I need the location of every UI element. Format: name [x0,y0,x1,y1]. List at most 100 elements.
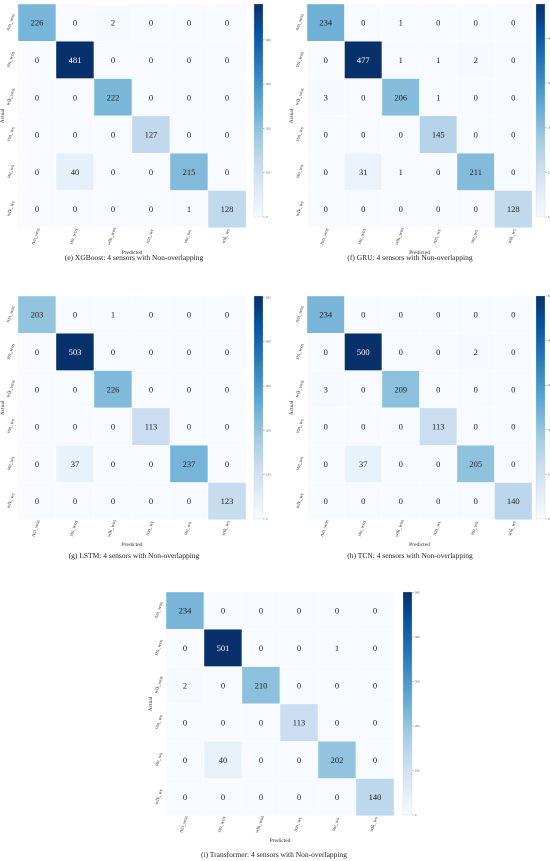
cell-value: 0 [511,384,515,394]
y-tick-label: run_wos [295,13,306,31]
cell-value: 128 [221,204,234,214]
cell-value: 0 [35,55,39,65]
heatmap-cell [381,482,420,520]
heatmap-cell [419,190,458,228]
heatmap-cell [344,78,383,117]
cell-value: 0 [225,18,229,28]
heatmap-cell [17,295,57,334]
cell-value: 0 [361,422,365,432]
cell-value: 0 [149,167,153,177]
cell-value: 0 [35,347,39,357]
cell-value: 0 [225,459,229,469]
cell-value: 0 [335,792,339,802]
heatmap-cell [131,152,171,191]
colorbar-tick-label: 200 [415,724,420,728]
cell-value: 0 [436,18,440,28]
heatmap-cell [279,703,319,742]
colorbar-tick-label: 100 [548,170,550,174]
cell-value: 0 [149,18,153,28]
heatmap-cell [279,591,319,630]
heatmap-cell [17,407,57,446]
cell-value: 0 [183,718,187,728]
cell-value: 0 [373,755,377,765]
cell-value: 215 [183,167,196,177]
colorbar [535,3,546,218]
x-tick-label: run_ws [433,521,443,537]
heatmap-cell [306,152,345,191]
cell-value: 0 [361,496,365,506]
confusion-matrix-3: 234 0 0 0 0 0 0 500 0 0 2 0 3 0 209 0 0 0 0 0 0 113 0 0 0 37 0 0 205… [289,294,550,560]
heatmap-cell [207,41,247,79]
y-tick-label: wlk_wos [154,676,165,695]
x-axis-label: Predicted [270,838,291,844]
heatmap-cell [17,333,57,371]
x-tick-label: run_wos [179,816,190,834]
colorbar [253,3,264,218]
cell-value: 0 [511,310,515,320]
y-tick-label: wlk_wos [6,380,17,399]
x-tick-label: stn_wos [358,520,368,537]
y-tick-label: stn_wos [295,51,305,68]
x-axis-label: Predicted [122,250,143,256]
cell-value: 3 [324,92,328,102]
cell-value: 1 [187,204,191,214]
heatmap-cell [93,445,133,483]
heatmap-cell [169,152,209,191]
heatmap-cell [131,115,171,154]
cell-value: 0 [511,422,515,432]
heatmap-cell [203,741,243,779]
cell-value: 0 [335,606,339,616]
cell-value: 0 [474,384,478,394]
heatmap-cell [17,445,57,483]
colorbar-tick-label: 100 [415,768,420,772]
cell-value: 128 [507,204,520,214]
y-tick-label: wlk_ws [296,201,306,217]
cell-value: 222 [107,92,120,102]
cell-value: 0 [35,384,39,394]
cell-value: 477 [357,55,370,65]
colorbar-tick-label: 500 [415,590,420,594]
cell-value: 140 [369,792,382,802]
colorbar-tick-label: 100 [266,473,271,477]
cell-value: 0 [324,422,328,432]
heatmap-cell [494,333,533,371]
cell-value: 0 [225,310,229,320]
cell-value: 0 [436,167,440,177]
cell-value: 0 [399,347,403,357]
cell-value: 234 [319,18,333,28]
heatmap-cell [93,78,133,117]
cell-value: 0 [73,496,77,506]
heatmap-cell [456,370,495,409]
heatmap-cell [241,778,281,816]
x-tick-label: stn_wos [358,228,368,245]
cell-value: 0 [187,496,191,506]
heatmap-cell [55,333,95,371]
heatmap-cell [494,482,533,520]
cell-value: 0 [324,130,328,140]
heatmap-cell [17,152,57,191]
cell-value: 0 [111,204,115,214]
y-tick-label: wlk_ws [7,493,17,509]
cell-value: 113 [293,718,305,728]
cell-value: 0 [259,718,263,728]
x-tick-label: run_ws [146,229,156,245]
heatmap-cell [419,152,458,191]
cell-value: 0 [511,18,515,28]
y-tick-label: wlk_wos [6,88,17,107]
heatmap-cell [317,703,357,742]
colorbar-tick-label: 300 [266,82,271,86]
cell-value: 0 [399,130,403,140]
cell-value: 0 [225,347,229,357]
heatmap-cell [169,407,209,446]
colorbar-tick-label: 200 [548,126,550,130]
cell-value: 202 [331,755,344,765]
cell-value: 113 [432,422,444,432]
heatmap-cell [165,778,205,816]
cell-value: 0 [187,55,191,65]
heatmap-cell [419,78,458,117]
cell-value: 481 [69,55,82,65]
y-axis-label: Actual [0,400,6,415]
x-tick-label: stn_ws [471,229,480,244]
cell-value: 0 [324,496,328,506]
